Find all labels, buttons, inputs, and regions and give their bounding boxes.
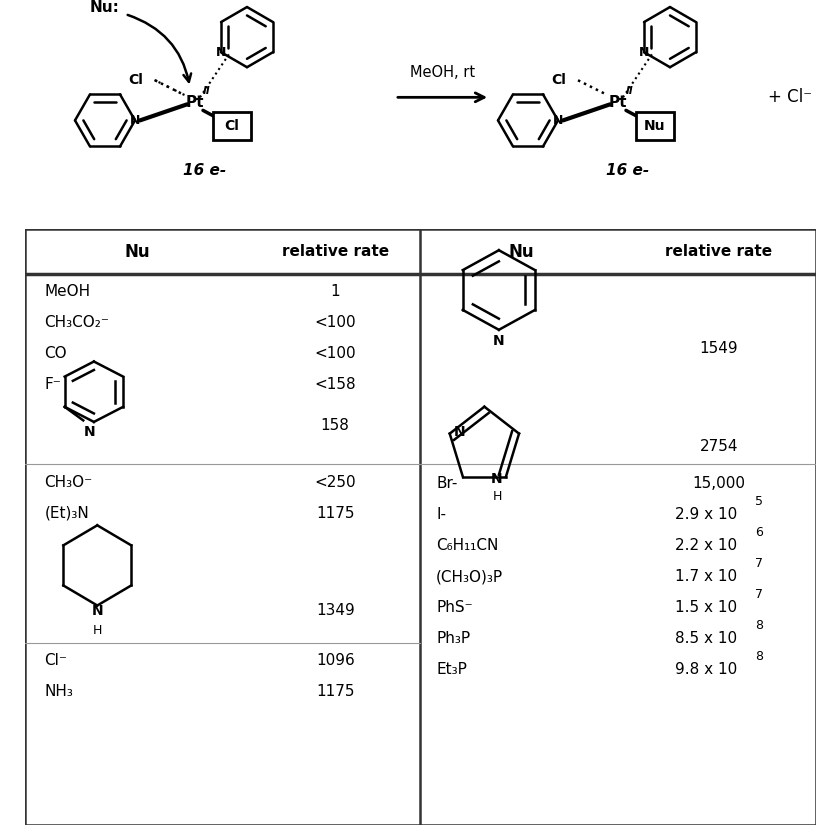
- Text: Cl: Cl: [551, 73, 566, 87]
- Text: <100: <100: [314, 315, 356, 330]
- Text: (CH₃O)₃P: (CH₃O)₃P: [436, 570, 503, 585]
- Text: H: H: [93, 624, 102, 636]
- Text: C₆H₁₁CN: C₆H₁₁CN: [436, 538, 498, 553]
- Text: (Et)₃N: (Et)₃N: [45, 506, 89, 521]
- Text: N: N: [453, 425, 465, 439]
- Text: 1349: 1349: [315, 603, 354, 618]
- Text: CH₃CO₂⁻: CH₃CO₂⁻: [45, 315, 109, 330]
- Bar: [635, 112, 673, 141]
- Text: Nu:: Nu:: [90, 0, 120, 14]
- Text: MeOH: MeOH: [45, 284, 91, 299]
- Text: Nu: Nu: [508, 242, 533, 261]
- Text: CO: CO: [45, 346, 67, 361]
- Text: 9.8 x 10: 9.8 x 10: [674, 662, 737, 677]
- Text: 2.9 x 10: 2.9 x 10: [674, 507, 737, 522]
- Text: Ph₃P: Ph₃P: [436, 631, 470, 646]
- Text: 7: 7: [754, 556, 762, 570]
- Text: N: N: [492, 334, 504, 348]
- FancyArrowPatch shape: [127, 15, 191, 82]
- Text: 1: 1: [330, 284, 340, 299]
- Text: 1.5 x 10: 1.5 x 10: [674, 601, 737, 616]
- Text: 16 e-: 16 e-: [605, 162, 649, 177]
- Text: <100: <100: [314, 346, 356, 361]
- Text: 6: 6: [754, 526, 762, 539]
- Text: N: N: [91, 604, 103, 617]
- Text: 7: 7: [754, 588, 762, 601]
- Text: + Cl⁻: + Cl⁻: [767, 88, 811, 107]
- Text: Pt: Pt: [185, 95, 204, 110]
- Text: 1.7 x 10: 1.7 x 10: [674, 570, 737, 585]
- Text: N: N: [638, 46, 648, 58]
- Text: 1096: 1096: [315, 653, 354, 668]
- Text: 2754: 2754: [699, 439, 737, 454]
- Text: I-: I-: [436, 507, 446, 522]
- Text: CH₃O⁻: CH₃O⁻: [45, 475, 93, 490]
- Text: <158: <158: [314, 377, 356, 392]
- Text: N: N: [84, 425, 96, 439]
- Text: PhS⁻: PhS⁻: [436, 601, 472, 616]
- Text: N: N: [552, 114, 562, 127]
- Bar: [213, 112, 251, 141]
- Text: H: H: [493, 490, 502, 503]
- Text: Cl⁻: Cl⁻: [45, 653, 68, 668]
- Text: Nu: Nu: [125, 242, 151, 261]
- Text: 158: 158: [320, 418, 349, 433]
- Text: 5: 5: [754, 495, 762, 508]
- Text: N: N: [490, 472, 502, 486]
- Text: 1175: 1175: [316, 685, 354, 700]
- Text: Br-: Br-: [436, 476, 457, 491]
- Text: relative rate: relative rate: [281, 244, 389, 259]
- Text: Cl: Cl: [128, 73, 143, 87]
- Text: F⁻: F⁻: [45, 377, 61, 392]
- Text: 2.2 x 10: 2.2 x 10: [674, 538, 737, 553]
- Text: 8.5 x 10: 8.5 x 10: [674, 631, 737, 646]
- Text: II: II: [203, 87, 211, 97]
- Text: 8: 8: [754, 650, 762, 663]
- Text: Nu: Nu: [643, 119, 665, 133]
- Text: Et₃P: Et₃P: [436, 662, 466, 677]
- Text: <250: <250: [314, 475, 356, 490]
- Text: N: N: [216, 46, 226, 58]
- Text: 8: 8: [754, 619, 762, 631]
- Text: NH₃: NH₃: [45, 685, 74, 700]
- Text: N: N: [130, 114, 140, 127]
- Text: Cl: Cl: [224, 119, 239, 133]
- Text: 16 e-: 16 e-: [183, 162, 227, 177]
- Text: II: II: [625, 87, 633, 97]
- Text: 15,000: 15,000: [691, 476, 744, 491]
- Text: Pt: Pt: [608, 95, 627, 110]
- Text: 1549: 1549: [699, 341, 737, 356]
- Text: relative rate: relative rate: [664, 244, 772, 259]
- Text: 1175: 1175: [316, 506, 354, 521]
- Text: MeOH, rt: MeOH, rt: [410, 65, 475, 80]
